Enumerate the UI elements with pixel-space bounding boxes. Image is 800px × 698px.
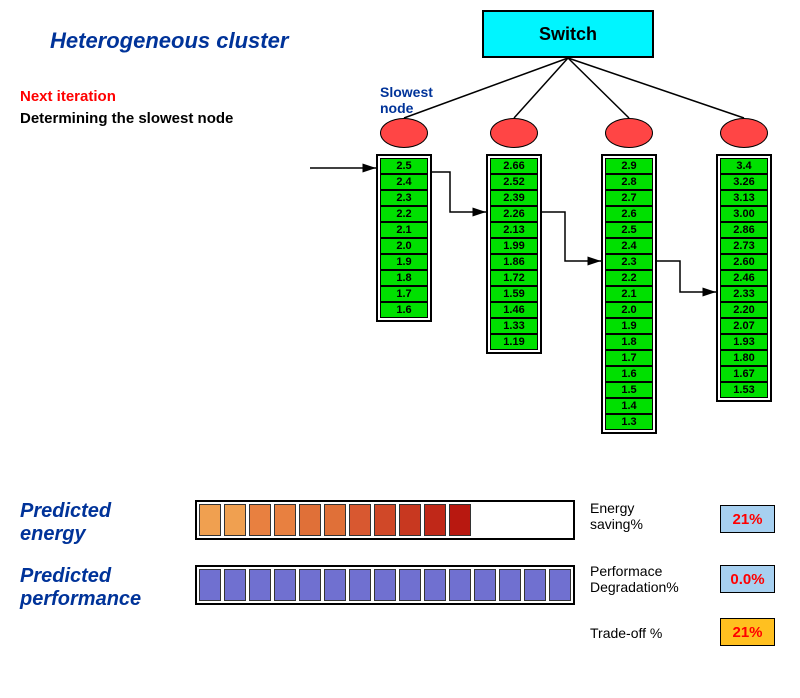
freq-cell: 2.66 [490,158,538,174]
bar-segment [274,569,296,601]
freq-cell: 1.4 [605,398,653,414]
freq-cell: 2.5 [605,222,653,238]
freq-cell: 1.67 [720,366,768,382]
freq-cell: 2.33 [720,286,768,302]
tradeoff-label: Trade-off % [590,625,662,641]
metric-value-box: 0.0% [720,565,775,593]
slowest-line2: node [380,100,413,116]
bar-segment [424,504,446,536]
bar-segment [299,569,321,601]
freq-cell: 1.7 [605,350,653,366]
freq-cell: 1.6 [380,302,428,318]
bar-segment [249,504,271,536]
bar-segment [399,569,421,601]
freq-cell: 2.3 [605,254,653,270]
freq-cell: 2.39 [490,190,538,206]
freq-cell: 1.9 [605,318,653,334]
freq-cell: 1.8 [605,334,653,350]
freq-cell: 1.9 [380,254,428,270]
subtitle-next-iteration: Next iteration [20,88,116,105]
freq-cell: 1.53 [720,382,768,398]
bar-segment [324,504,346,536]
freq-cell: 2.0 [605,302,653,318]
freq-cell: 2.20 [720,302,768,318]
bar-segment [299,504,321,536]
slowest-line1: Slowest [380,84,433,100]
freq-cell: 2.73 [720,238,768,254]
predicted-label: Predictedenergy [20,500,111,546]
freq-cell: 2.2 [380,206,428,222]
freq-cell: 1.93 [720,334,768,350]
node-ellipse [490,118,538,148]
bar-segment [249,569,271,601]
freq-cell: 1.46 [490,302,538,318]
freq-cell: 2.13 [490,222,538,238]
freq-cell: 2.46 [720,270,768,286]
freq-cell: 1.33 [490,318,538,334]
freq-cell: 2.0 [380,238,428,254]
bar-segment [274,504,296,536]
freq-cell: 2.86 [720,222,768,238]
freq-cell: 1.19 [490,334,538,350]
bar-segment [449,569,471,601]
freq-cell: 2.1 [605,286,653,302]
metric-label: PerformaceDegradation% [590,563,679,595]
freq-cell: 2.6 [605,206,653,222]
freq-cell: 2.9 [605,158,653,174]
node-ellipse [720,118,768,148]
freq-cell: 1.99 [490,238,538,254]
freq-cell: 2.07 [720,318,768,334]
freq-cell: 2.60 [720,254,768,270]
freq-cell: 1.86 [490,254,538,270]
bar-segment [549,569,571,601]
freq-cell: 3.4 [720,158,768,174]
freq-cell: 2.8 [605,174,653,190]
bar-segment [499,569,521,601]
metric-label: Energysaving% [590,500,643,532]
bar-segment [224,504,246,536]
freq-cell: 2.26 [490,206,538,222]
freq-cell: 1.80 [720,350,768,366]
bar-segment [374,569,396,601]
bar-segment [449,504,471,536]
switch-box: Switch [482,10,654,58]
freq-cell: 1.7 [380,286,428,302]
bar-segment [424,569,446,601]
bar-segment [374,504,396,536]
freq-cell: 3.26 [720,174,768,190]
main-title: Heterogeneous cluster [50,28,288,54]
freq-cell: 2.7 [605,190,653,206]
freq-cell: 1.59 [490,286,538,302]
subtitle-determining: Determining the slowest node [20,110,233,127]
bar-segment [224,569,246,601]
bar-segment [399,504,421,536]
freq-cell: 1.3 [605,414,653,430]
bar-segment [524,569,546,601]
freq-cell: 1.8 [380,270,428,286]
freq-cell: 3.13 [720,190,768,206]
freq-cell: 3.00 [720,206,768,222]
freq-cell: 2.1 [380,222,428,238]
freq-cell: 2.2 [605,270,653,286]
metric-value-box: 21% [720,505,775,533]
freq-cell: 2.3 [380,190,428,206]
bar-segment [199,504,221,536]
bar-segment [474,569,496,601]
freq-cell: 2.4 [380,174,428,190]
freq-cell: 2.5 [380,158,428,174]
predicted-label: Predictedperformance [20,565,141,611]
bar-segment [199,569,221,601]
slowest-node-label: Slowest node [380,84,433,116]
bar-segment [349,569,371,601]
bar-segment [324,569,346,601]
tradeoff-value-box: 21% [720,618,775,646]
freq-cell: 1.5 [605,382,653,398]
freq-cell: 2.4 [605,238,653,254]
bar-segment [349,504,371,536]
node-ellipse [380,118,428,148]
node-ellipse [605,118,653,148]
freq-cell: 1.6 [605,366,653,382]
freq-cell: 2.52 [490,174,538,190]
freq-cell: 1.72 [490,270,538,286]
